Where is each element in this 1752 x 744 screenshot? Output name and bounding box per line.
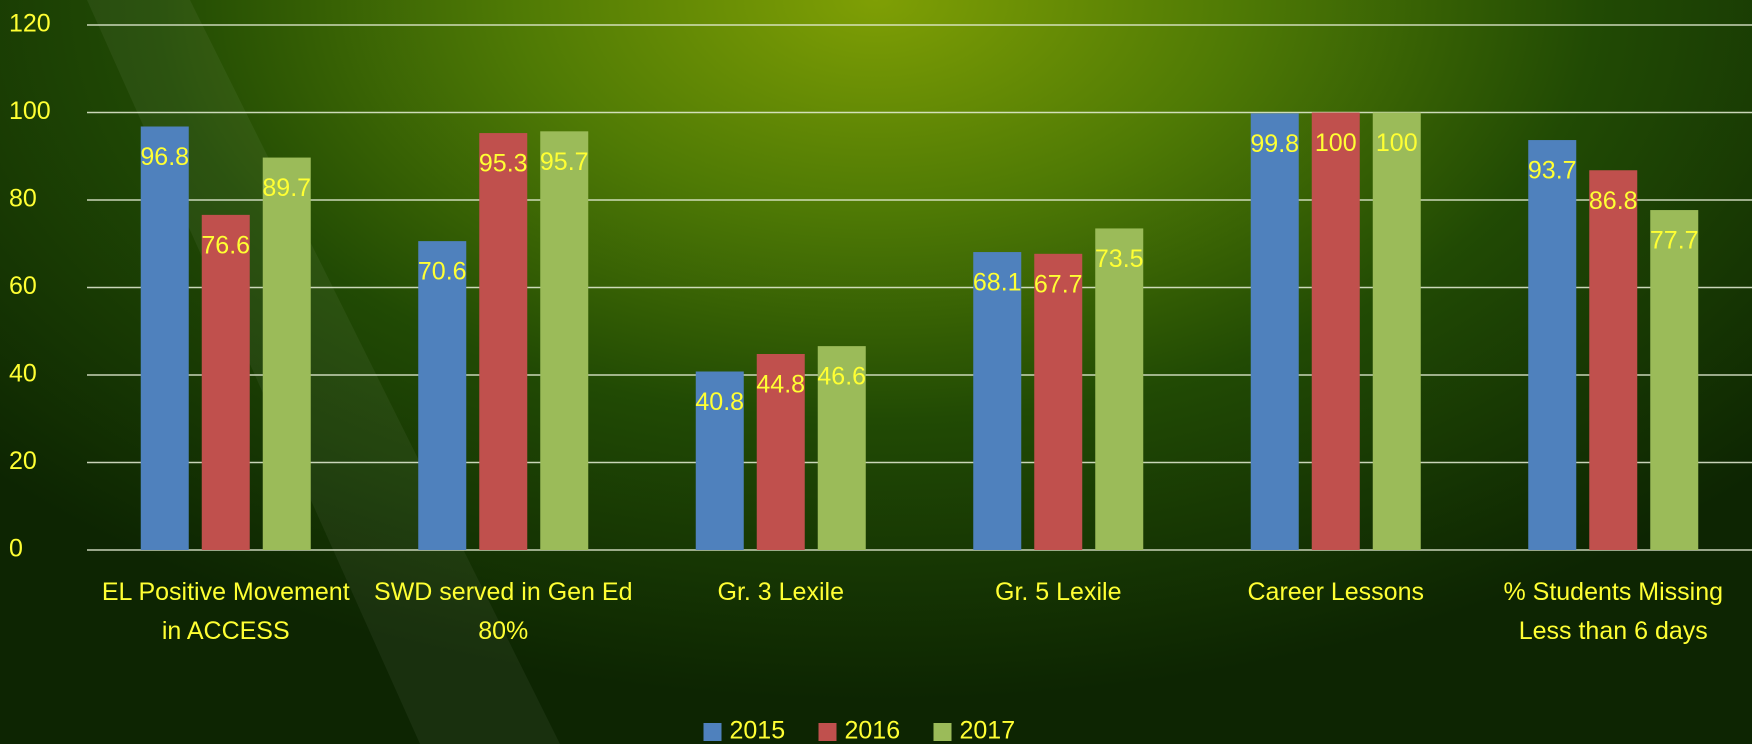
y-tick-label: 20 bbox=[9, 447, 37, 475]
legend-swatch bbox=[818, 723, 837, 741]
data-label: 93.7 bbox=[1528, 157, 1577, 185]
legend-swatch bbox=[933, 723, 952, 741]
y-tick-label: 80 bbox=[9, 185, 37, 213]
bar bbox=[1311, 112, 1360, 550]
bar bbox=[756, 354, 805, 550]
data-label: 86.8 bbox=[1589, 187, 1638, 215]
data-label: 73.5 bbox=[1095, 245, 1144, 273]
data-label: 99.8 bbox=[1250, 130, 1299, 158]
y-tick-label: 0 bbox=[9, 535, 23, 563]
data-label: 46.6 bbox=[817, 363, 866, 391]
bar bbox=[140, 126, 189, 550]
y-tick-label: 40 bbox=[9, 360, 37, 388]
data-label: 100 bbox=[1376, 129, 1418, 157]
bar bbox=[695, 371, 744, 550]
bar bbox=[1589, 170, 1638, 550]
bar bbox=[262, 157, 311, 550]
bar bbox=[1650, 210, 1699, 550]
bar bbox=[1372, 112, 1421, 550]
legend-label: 2015 bbox=[730, 717, 786, 744]
data-label: 68.1 bbox=[973, 269, 1022, 297]
bar bbox=[1250, 113, 1299, 550]
bar bbox=[1095, 228, 1144, 550]
x-tick-label: % Students Missing Less than 6 days bbox=[1503, 578, 1724, 645]
y-tick-label: 60 bbox=[9, 272, 37, 300]
data-label: 95.7 bbox=[540, 148, 589, 176]
x-tick-label: Career Lessons bbox=[1247, 578, 1424, 606]
data-label: 100 bbox=[1315, 129, 1357, 157]
bar bbox=[817, 346, 866, 550]
legend-label: 2017 bbox=[960, 717, 1016, 744]
bar bbox=[973, 252, 1022, 550]
y-tick-label: 120 bbox=[9, 10, 51, 38]
data-label: 70.6 bbox=[418, 258, 467, 286]
bar bbox=[201, 214, 250, 550]
data-label: 77.7 bbox=[1650, 227, 1699, 255]
background-stripe bbox=[87, 0, 560, 744]
legend-label: 2016 bbox=[845, 717, 901, 744]
data-label: 40.8 bbox=[695, 388, 744, 416]
bar bbox=[540, 131, 589, 550]
bar bbox=[479, 133, 528, 550]
legend-swatch bbox=[703, 723, 722, 741]
x-tick-label: SWD served in Gen Ed 80% bbox=[374, 578, 633, 645]
data-label: 67.7 bbox=[1034, 270, 1083, 298]
x-tick-label: EL Positive Movement in ACCESS bbox=[101, 578, 350, 645]
bar bbox=[418, 241, 467, 550]
x-tick-label: Gr. 5 Lexile bbox=[995, 578, 1122, 606]
bar bbox=[1034, 253, 1083, 550]
data-label: 89.7 bbox=[262, 174, 311, 202]
data-label: 44.8 bbox=[756, 371, 805, 399]
x-tick-label: Gr. 3 Lexile bbox=[717, 578, 844, 606]
data-label: 95.3 bbox=[479, 150, 528, 178]
data-label: 96.8 bbox=[140, 143, 189, 171]
y-tick-label: 100 bbox=[9, 97, 51, 125]
bar bbox=[1528, 140, 1577, 550]
data-label: 76.6 bbox=[201, 231, 250, 259]
